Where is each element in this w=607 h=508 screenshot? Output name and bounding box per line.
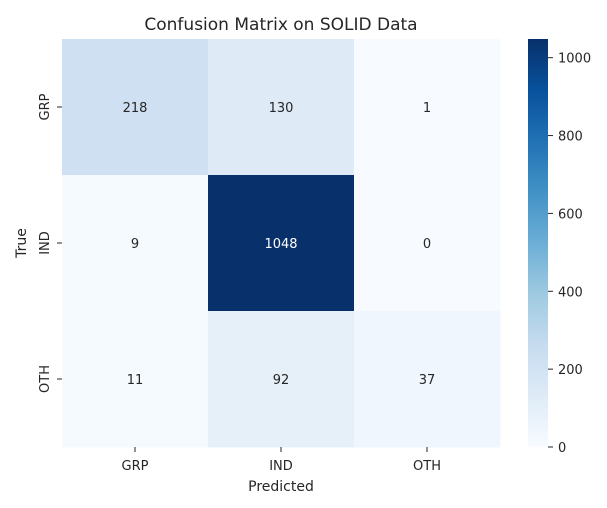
heatmap-cell [354, 175, 501, 312]
x-tick-label: OTH [413, 459, 441, 474]
x-tick-label: IND [269, 459, 293, 474]
heatmap-cell [208, 311, 355, 448]
y-tick-label: OTH [38, 365, 53, 393]
cell-value-label: 218 [123, 101, 148, 116]
heatmap-cell [208, 39, 355, 176]
cell-value-label: 1048 [264, 237, 297, 252]
x-axis-label: Predicted [248, 479, 314, 495]
heatmap-cell [62, 175, 209, 312]
cell-value-label: 130 [269, 101, 294, 116]
colorbar [528, 39, 548, 447]
colorbar-tick-label: 400 [558, 285, 583, 300]
y-tick-label: GRP [38, 93, 53, 120]
cell-value-label: 0 [423, 237, 431, 252]
x-tick-label: GRP [122, 459, 149, 474]
colorbar-tick-label: 800 [558, 130, 583, 145]
x-axis: GRP IND OTH [122, 447, 441, 474]
cell-value-label: 1 [423, 101, 431, 116]
colorbar-tick-label: 1000 [558, 52, 591, 67]
chart-title: Confusion Matrix on SOLID Data [144, 15, 417, 35]
heatmap-cell-labels: 218 130 1 9 1048 0 11 92 37 [123, 101, 436, 388]
y-tick-label: IND [38, 231, 53, 255]
colorbar-tick-label: 200 [558, 363, 583, 378]
colorbar-axis: 0 200 400 600 800 1000 [548, 52, 591, 456]
y-axis-label: True [14, 228, 30, 259]
colorbar-tick-label: 600 [558, 207, 583, 222]
heatmap-cell [62, 311, 209, 448]
cell-value-label: 37 [419, 373, 436, 388]
heatmap-cell [354, 311, 501, 448]
heatmap-cells [62, 39, 501, 448]
cell-value-label: 9 [131, 237, 139, 252]
cell-value-label: 92 [273, 373, 290, 388]
heatmap-cell [62, 39, 209, 176]
colorbar-tick-label: 0 [558, 441, 566, 456]
heatmap-cell [354, 39, 501, 176]
cell-value-label: 11 [127, 373, 144, 388]
heatmap-cell [208, 175, 355, 312]
y-axis: GRP IND OTH [38, 93, 62, 393]
